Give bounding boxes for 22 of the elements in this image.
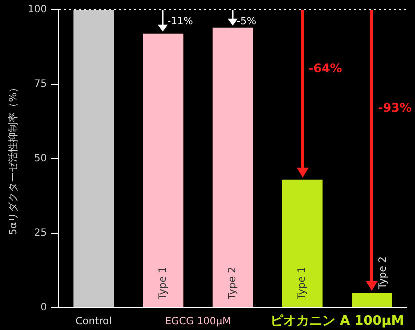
annotation: -93% xyxy=(378,101,412,116)
annotation: -64% xyxy=(308,62,342,76)
bar xyxy=(282,180,323,308)
bar xyxy=(143,34,184,308)
y-tick-label: 25 xyxy=(34,228,48,240)
text: EGCG 100μM xyxy=(165,316,232,328)
y-tick-label: 100 xyxy=(28,4,48,16)
x-tick-label: Type 1 xyxy=(297,266,308,300)
annotation: -11% xyxy=(167,16,194,28)
x-tick-label: Control xyxy=(76,316,112,328)
x-tick-label: Type 1 xyxy=(158,266,170,300)
text: ピオカニン A 100μM xyxy=(270,314,404,329)
y-tick-label: 0 xyxy=(40,302,48,314)
y-tick-label: 50 xyxy=(34,154,48,165)
y-tick-label: 75 xyxy=(34,79,48,90)
y-axis-title: 5αリダクターゼ活性抑制率（%） xyxy=(8,82,20,236)
annotation: -5% xyxy=(237,16,257,28)
x-tick-label: Type 2 xyxy=(378,256,389,290)
x-tick-label: Type 2 xyxy=(228,266,239,300)
bar xyxy=(352,293,392,308)
bar xyxy=(74,10,114,308)
bar xyxy=(212,28,254,308)
